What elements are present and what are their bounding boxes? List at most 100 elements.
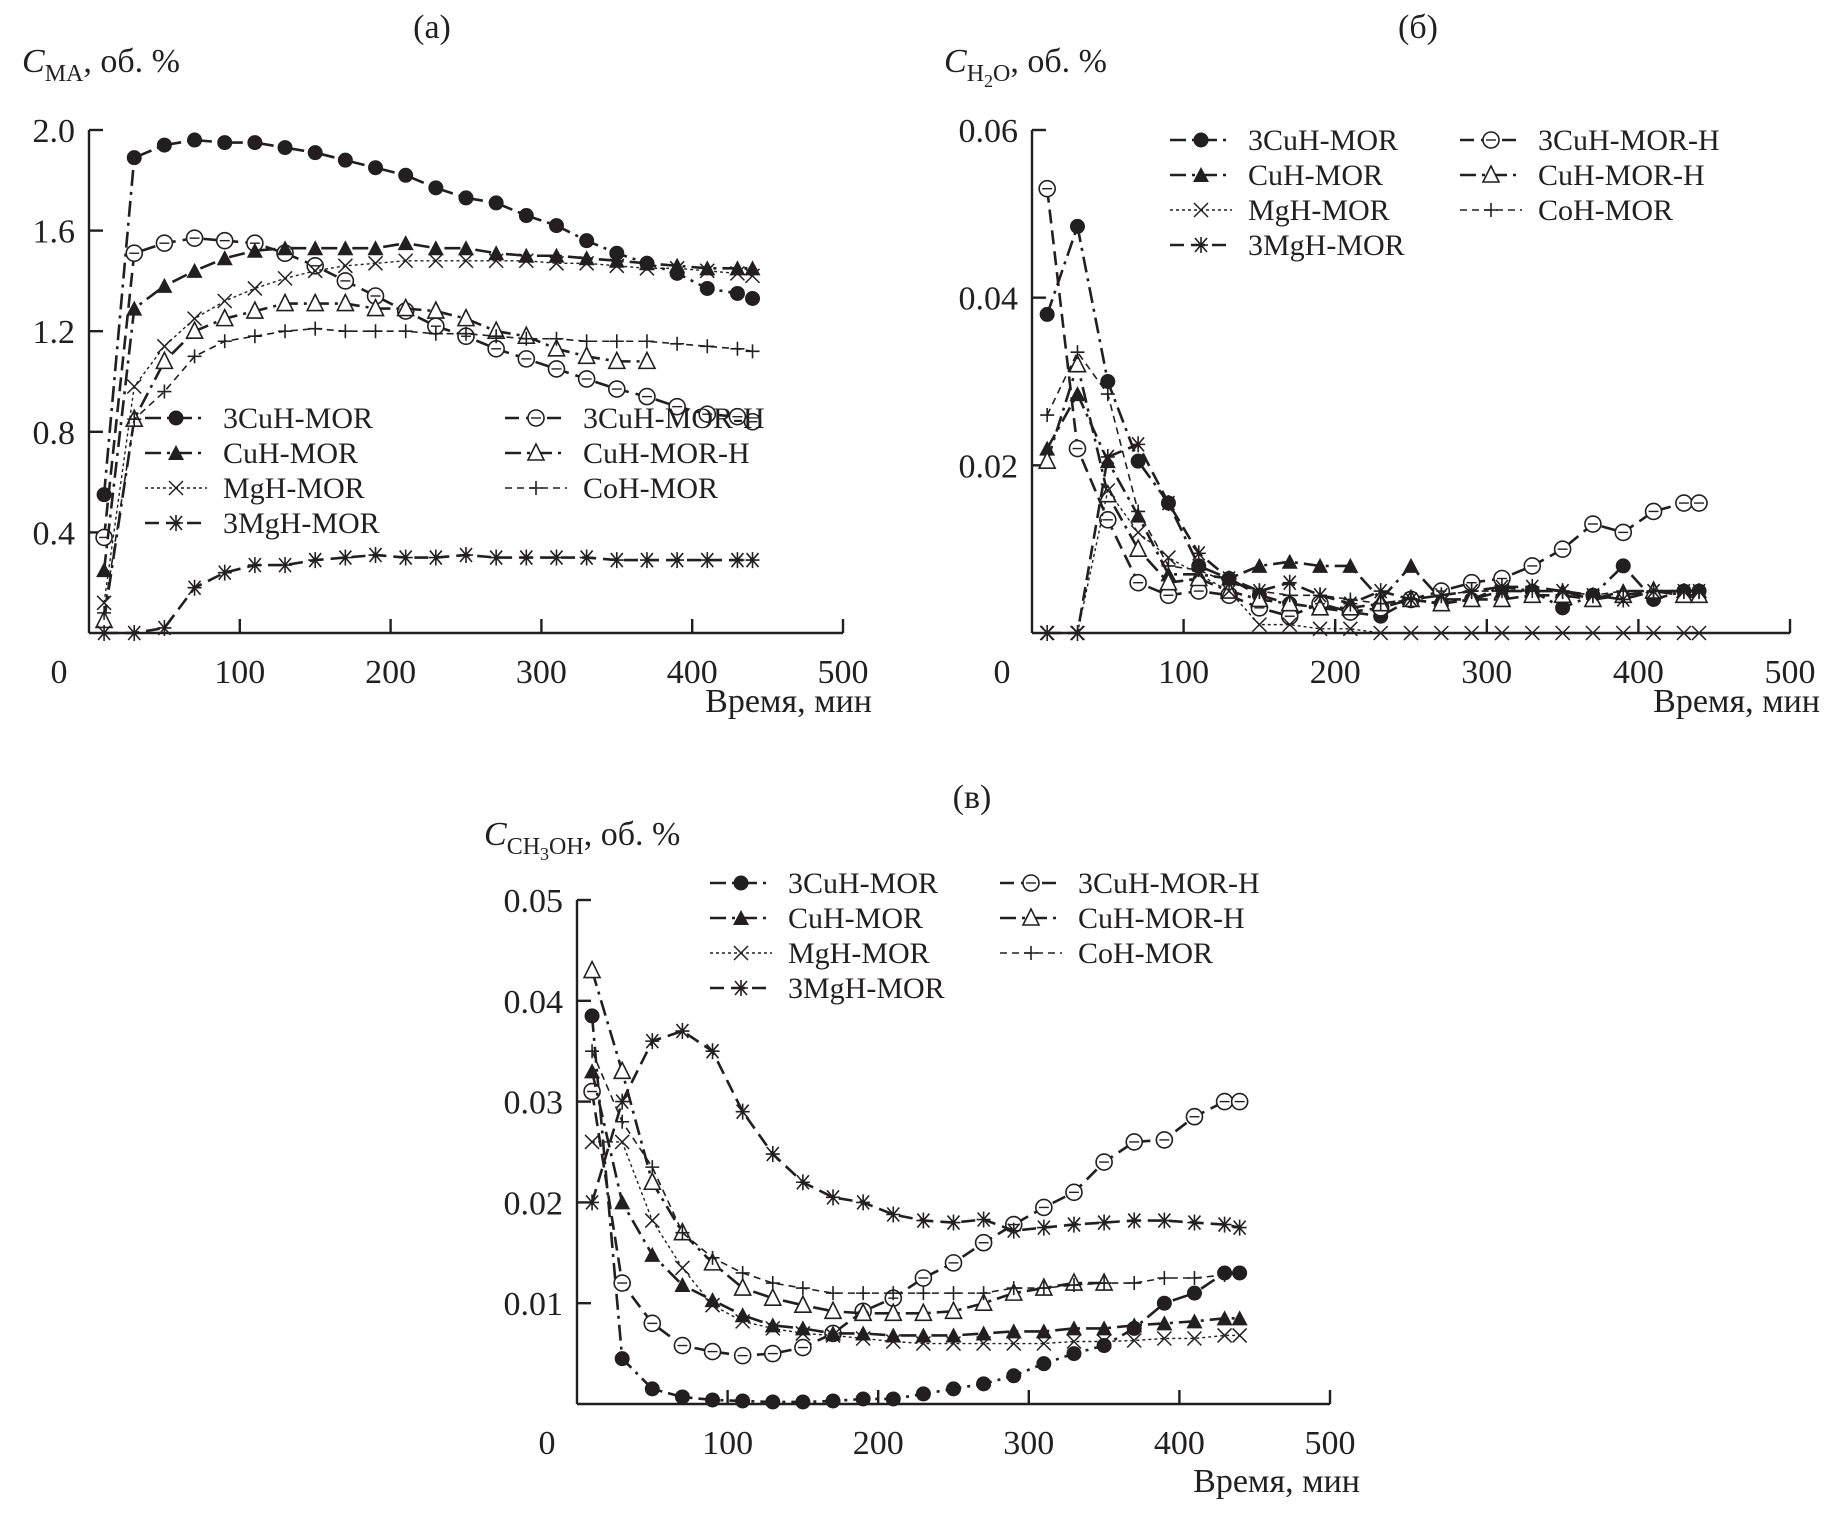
- data-point: [607, 350, 627, 370]
- data-point: [1038, 179, 1056, 198]
- legend-item: CuH-MOR: [710, 902, 923, 935]
- y-axis-label-subscript: O: [993, 61, 1010, 87]
- panel-label: (б): [1398, 9, 1438, 46]
- data-point: [458, 240, 474, 256]
- data-point: [1161, 495, 1176, 512]
- legend-label: 3CuH-MOR: [788, 867, 938, 900]
- data-point: [825, 1393, 841, 1409]
- data-point: [699, 263, 715, 279]
- data-point: [155, 350, 174, 370]
- x-tick-label: 200: [365, 654, 416, 691]
- data-point: [1186, 1313, 1203, 1329]
- data-point: [1095, 1153, 1113, 1171]
- legend-marker: [1021, 907, 1041, 926]
- data-point: [1187, 1271, 1202, 1285]
- data-point: [1217, 1327, 1233, 1343]
- x-tick-label: 100: [1158, 654, 1209, 691]
- data-point: [1156, 1295, 1172, 1311]
- data-point: [609, 334, 624, 349]
- data-point: [488, 195, 504, 211]
- data-point: [733, 1277, 752, 1296]
- data-point: [337, 258, 353, 274]
- data-point: [1130, 453, 1146, 469]
- y-tick-label: 0.03: [504, 1085, 564, 1122]
- data-point: [1692, 583, 1707, 600]
- data-point: [1282, 574, 1297, 591]
- series-line: [1045, 221, 1700, 618]
- data-point: [247, 135, 263, 151]
- data-point: [1313, 587, 1328, 604]
- series-MgH-MOR: [96, 253, 761, 611]
- data-point: [615, 1093, 630, 1110]
- series-CoH-MOR: [585, 1044, 1247, 1301]
- data-point: [1251, 617, 1267, 633]
- data-point: [156, 137, 172, 153]
- data-point: [1157, 1212, 1172, 1229]
- data-point: [458, 190, 474, 206]
- data-point: [855, 1391, 871, 1407]
- data-point: [944, 1254, 963, 1272]
- data-point: [96, 595, 112, 611]
- data-point: [398, 549, 413, 566]
- y-axis-label-subscript-index: 2: [984, 71, 993, 91]
- data-point: [367, 255, 384, 271]
- data-point: [885, 1333, 901, 1350]
- data-point: [583, 1082, 601, 1101]
- data-point: [305, 292, 325, 312]
- data-point: [1156, 1330, 1172, 1347]
- data-point: [1126, 1317, 1143, 1333]
- series-CoH-MOR: [1040, 345, 1707, 611]
- data-point: [1281, 553, 1298, 569]
- data-point: [793, 1294, 813, 1314]
- data-point: [645, 1160, 660, 1175]
- data-point: [974, 1233, 993, 1252]
- data-point: [1096, 1333, 1112, 1350]
- data-point: [974, 1292, 993, 1311]
- data-point: [795, 1281, 810, 1296]
- y-tick-label: 0.04: [504, 984, 564, 1021]
- data-point: [157, 384, 172, 399]
- panel-label: (a): [413, 9, 451, 46]
- data-point: [825, 1327, 841, 1343]
- legend-marker: [527, 409, 545, 427]
- data-point: [743, 412, 762, 431]
- data-point: [1068, 353, 1087, 373]
- legend-item: 3MgH-MOR: [1170, 229, 1405, 262]
- data-point: [584, 1134, 600, 1150]
- data-point: [308, 552, 323, 569]
- series-3MgH-MOR: [1040, 436, 1707, 641]
- x-tick-label: 200: [853, 1425, 904, 1462]
- y-axis-label-unit: , об. %: [584, 816, 681, 853]
- legend-marker: [1024, 946, 1038, 960]
- data-point: [337, 240, 354, 256]
- chart-c: (в) CCH3OH, об. % 0 100 200 300 400 500 0.01 0.02…: [484, 779, 1360, 1500]
- series-line: [591, 1050, 1240, 1294]
- data-point: [1040, 408, 1055, 423]
- legend-marker: [169, 515, 183, 531]
- data-point: [1217, 1216, 1232, 1233]
- data-point: [703, 1342, 722, 1361]
- y-axis-label-subscript: CH: [507, 834, 540, 860]
- series-3MgH-MOR: [97, 547, 760, 641]
- y-axis-label-subscript: OH: [549, 834, 584, 860]
- data-point: [338, 324, 353, 339]
- data-point: [1065, 1320, 1082, 1336]
- series-line: [590, 1029, 1240, 1232]
- data-point: [579, 334, 594, 349]
- legend-item: MgH-MOR: [1170, 194, 1390, 227]
- data-point: [764, 1317, 781, 1333]
- data-point: [517, 350, 536, 368]
- data-point: [976, 1211, 991, 1228]
- legend-item: 3CuH-MOR: [145, 402, 373, 435]
- data-point: [976, 1376, 992, 1392]
- data-point: [637, 350, 657, 370]
- data-point: [548, 218, 564, 234]
- data-point: [1373, 583, 1388, 600]
- data-point: [1464, 583, 1479, 600]
- data-point: [1282, 617, 1298, 633]
- data-point: [765, 1146, 780, 1163]
- data-point: [277, 270, 293, 286]
- legend-marker: [1193, 132, 1209, 148]
